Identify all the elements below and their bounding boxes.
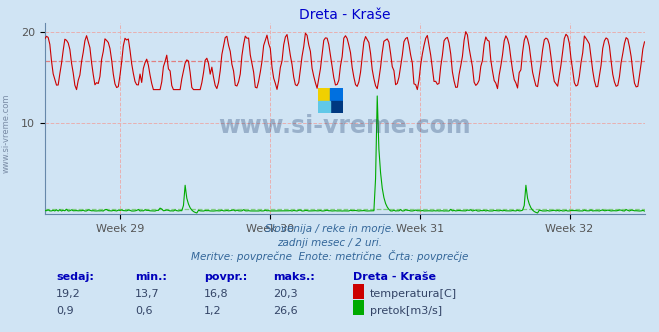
Text: povpr.:: povpr.: — [204, 272, 248, 282]
Title: Dreta - Kraše: Dreta - Kraše — [299, 8, 390, 22]
Text: sedaj:: sedaj: — [56, 272, 94, 282]
Text: www.si-vreme.com: www.si-vreme.com — [2, 93, 11, 173]
Text: 16,8: 16,8 — [204, 289, 229, 299]
Text: maks.:: maks.: — [273, 272, 315, 282]
Text: 20,3: 20,3 — [273, 289, 298, 299]
Text: min.:: min.: — [135, 272, 167, 282]
Text: www.si-vreme.com: www.si-vreme.com — [218, 114, 471, 138]
Text: 1,2: 1,2 — [204, 306, 222, 316]
Text: Meritve: povprečne  Enote: metrične  Črta: povprečje: Meritve: povprečne Enote: metrične Črta:… — [191, 250, 468, 262]
Text: 0,9: 0,9 — [56, 306, 74, 316]
Text: Slovenija / reke in morje.: Slovenija / reke in morje. — [265, 224, 394, 234]
Text: 19,2: 19,2 — [56, 289, 81, 299]
Text: 26,6: 26,6 — [273, 306, 298, 316]
Text: pretok[m3/s]: pretok[m3/s] — [370, 306, 442, 316]
Text: Dreta - Kraše: Dreta - Kraše — [353, 272, 436, 282]
Text: temperatura[C]: temperatura[C] — [370, 289, 457, 299]
Text: zadnji mesec / 2 uri.: zadnji mesec / 2 uri. — [277, 238, 382, 248]
Text: 13,7: 13,7 — [135, 289, 159, 299]
Text: 0,6: 0,6 — [135, 306, 153, 316]
